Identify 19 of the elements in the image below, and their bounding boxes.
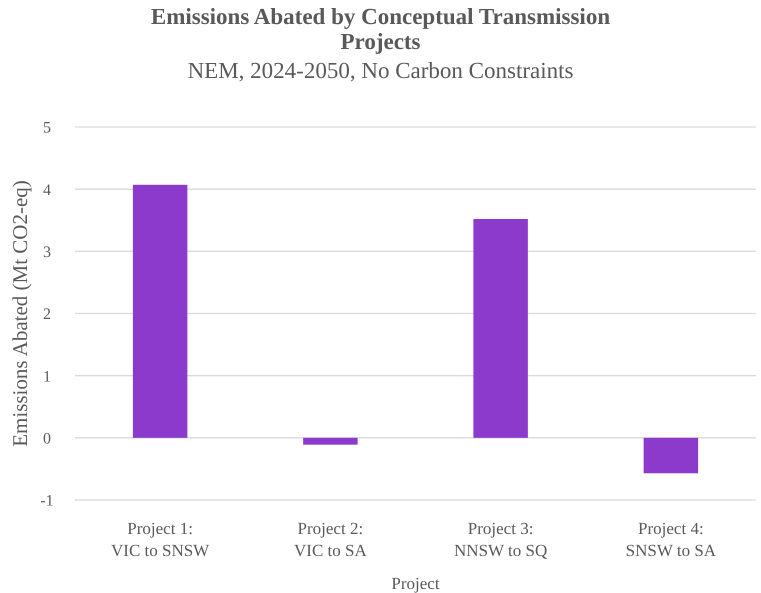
x-tick-label: Project 3: NNSW to SQ — [454, 519, 548, 560]
y-tick-label: -1 — [40, 492, 54, 510]
x-axis-title: Project — [391, 574, 440, 593]
y-tick-label: 1 — [43, 368, 51, 386]
y-tick-label: 4 — [43, 182, 51, 199]
y-tick-label: 3 — [43, 244, 51, 261]
bar — [303, 438, 358, 445]
x-tick-label: Project 2: VIC to SA — [294, 519, 368, 560]
y-tick-label: 0 — [43, 430, 51, 448]
y-tick-label: 2 — [43, 306, 51, 324]
chart-title: Emissions Abated by Conceptual Transmission Projects — [150, 4, 610, 54]
bar — [644, 438, 698, 474]
bar — [473, 219, 528, 438]
y-tick-label: 5 — [43, 120, 51, 137]
y-axis-title: Emissions Abated (Mt CO2-eq) — [8, 180, 32, 447]
x-tick-label: Project 1: VIC to SNSW — [111, 519, 210, 560]
chart-subtitle: NEM, 2024-2050, No Carbon Constraints — [188, 58, 574, 83]
bar — [132, 184, 188, 438]
x-tick-label: Project 4: SNSW to SA — [626, 519, 717, 560]
